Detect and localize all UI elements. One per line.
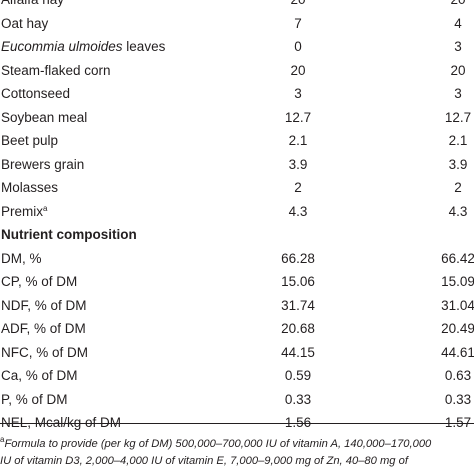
value-col-2: 0.33 (444, 391, 472, 407)
table-row: CP, % of DM 15.06 15.09 (0, 270, 474, 294)
table-row: Steam-flaked corn 20 20 (0, 59, 474, 83)
value-col-1: 2 (294, 180, 302, 195)
value-col-2: 3 (454, 39, 462, 54)
value-col-2: 20 (428, 0, 474, 12)
table-row: NEL, Mcal/kg of DM 1.56 1.57 (0, 411, 474, 435)
value-col-2: 0.63 (444, 368, 472, 383)
footnote-line-2: IU of vitamin D3, 2,000–4,000 IU of vita… (0, 455, 408, 467)
row-label-italic: Eucommia ulmoides (1, 39, 123, 54)
diet-composition-table: Alfalfa hay 20 20 Oat hay 7 4 Eucommia u… (0, 0, 474, 435)
value-col-2: 4.3 (448, 203, 468, 219)
table-row: Cottonseed 3 3 (0, 82, 474, 106)
value-col-1: 20 (290, 62, 306, 78)
value-col-1: 0.59 (284, 368, 312, 383)
value-col-1: 15.06 (281, 274, 315, 289)
footnote-marker: a (43, 203, 48, 213)
value-col-1: 31.74 (281, 297, 315, 313)
value-col-1: 4.3 (288, 203, 308, 219)
row-label-text: Premix (1, 203, 44, 219)
value-col-2: 3.9 (448, 156, 468, 172)
value-col-1: 3.9 (288, 156, 308, 172)
table-row: ADF, % of DM 20.68 20.49 (0, 317, 474, 341)
value-col-2: 66.42 (441, 250, 474, 266)
value-col-2: 31.04 (441, 297, 474, 313)
row-label: NDF, % of DM (1, 297, 87, 313)
value-col-1: 2.1 (288, 133, 308, 148)
table-row: Ca, % of DM 0.59 0.63 (0, 364, 474, 388)
table-row: Oat hay 7 4 (0, 12, 474, 36)
table-row: Alfalfa hay 20 20 (0, 0, 474, 12)
value-col-2: 20 (450, 62, 466, 78)
footnote-text-1: Formula to provide (per kg of DM) 500,00… (4, 438, 432, 450)
table-row: NFC, % of DM 44.15 44.61 (0, 341, 474, 365)
value-col-2: 1.57 (444, 415, 472, 430)
table-row: Premixa 4.3 4.3 (0, 200, 474, 224)
table-row: DM, % 66.28 66.42 (0, 247, 474, 271)
value-col-1: 3 (294, 86, 302, 101)
value-col-2: 44.61 (441, 344, 474, 360)
value-col-1: 20 (268, 0, 328, 12)
section-header-row: Nutrient composition (0, 223, 474, 247)
value-col-1: 44.15 (281, 344, 315, 360)
value-col-1: 20.68 (281, 321, 315, 336)
table-row: P, % of DM 0.33 0.33 (0, 388, 474, 412)
table-row: Eucommia ulmoides leaves 0 3 (0, 35, 474, 59)
value-col-2: 12.7 (444, 109, 472, 125)
table-row: Molasses 2 2 (0, 176, 474, 200)
table-row: Brewers grain 3.9 3.9 (0, 153, 474, 177)
footnote-line-1: aFormula to provide (per kg of DM) 500,0… (0, 436, 474, 453)
row-label: Steam-flaked corn (1, 62, 111, 78)
value-col-2: 15.09 (441, 274, 474, 289)
row-label: Molasses (1, 180, 59, 195)
value-col-2: 3 (454, 86, 462, 101)
table-footnote: aFormula to provide (per kg of DM) 500,0… (0, 436, 474, 470)
value-col-2: 2.1 (448, 133, 468, 148)
row-label: Ca, % of DM (1, 368, 78, 383)
value-col-1: 0.33 (284, 391, 312, 407)
value-col-2: 20.49 (441, 321, 474, 336)
row-label: NFC, % of DM (1, 344, 89, 360)
row-label: DM, % (1, 250, 42, 266)
row-label: Oat hay (1, 15, 49, 31)
table-bottom-rule (0, 423, 474, 424)
row-label: Cottonseed (1, 86, 71, 101)
table-row: NDF, % of DM 31.74 31.04 (0, 294, 474, 318)
row-label: Premixa (1, 200, 47, 224)
row-label: ADF, % of DM (1, 321, 86, 336)
section-header: Nutrient composition (1, 227, 137, 242)
table-row: Soybean meal 12.7 12.7 (0, 106, 474, 130)
value-col-1: 1.56 (284, 415, 312, 430)
row-label: Beet pulp (1, 133, 59, 148)
value-col-1: 7 (294, 15, 302, 31)
row-label: Brewers grain (1, 156, 85, 172)
row-label: Soybean meal (1, 109, 88, 125)
row-label-rest: leaves (122, 39, 166, 54)
value-col-2: 2 (454, 180, 462, 195)
value-col-1: 12.7 (284, 109, 312, 125)
row-label: P, % of DM (1, 391, 68, 407)
row-label: Alfalfa hay (1, 0, 64, 12)
row-label: NEL, Mcal/kg of DM (1, 415, 122, 430)
row-label: Eucommia ulmoides leaves (1, 35, 165, 59)
value-col-2: 4 (454, 15, 462, 31)
table-row: Beet pulp 2.1 2.1 (0, 129, 474, 153)
value-col-1: 0 (294, 39, 302, 54)
value-col-1: 66.28 (281, 250, 315, 266)
row-label: CP, % of DM (1, 274, 78, 289)
footnote-marker: a (0, 435, 5, 444)
